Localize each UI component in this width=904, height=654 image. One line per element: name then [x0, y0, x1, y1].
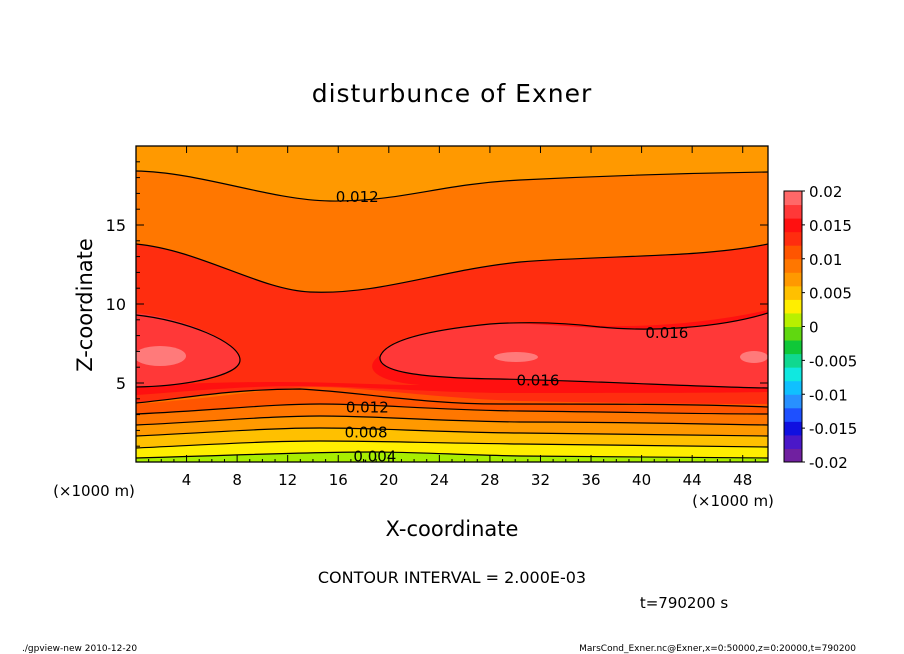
contour-line-010 [136, 415, 768, 426]
contour-line-006 [136, 440, 768, 449]
hotspot-left [136, 346, 186, 366]
colorbar-segment [784, 258, 802, 273]
x-tick-label: 16 [329, 471, 348, 489]
colorbar-segment [784, 272, 802, 287]
colorbar-tick-label: -0.015 [809, 420, 857, 438]
colorbar-tick-label: -0.005 [809, 352, 857, 370]
x-tick-label: 28 [480, 471, 499, 489]
x-tick-label: 32 [531, 471, 550, 489]
colorbar-segment [784, 204, 802, 219]
x-axis-ticks: 4 8 12 16 20 24 28 32 36 40 44 48 [148, 146, 756, 489]
plot-area: 0.012 0.016 0.016 0.012 0.008 0.004 [136, 146, 768, 465]
colorbar-segment [784, 448, 802, 463]
x-tick-label: 40 [632, 471, 651, 489]
x-axis-label: X-coordinate [386, 517, 519, 541]
x-tick-label: 44 [683, 471, 702, 489]
colorbar-segment [784, 367, 802, 382]
y-unit-label: (×1000 m) [53, 482, 135, 500]
footer-left: ./gpview-new 2010-12-20 [22, 644, 137, 654]
y-axis-ticks: 5 10 15 [106, 161, 768, 447]
colorbar-ticks: 0.02 0.015 0.01 0.005 0 -0.005 -0.01 -0.015 -0.0… [802, 183, 857, 472]
hotspot-center [494, 352, 538, 362]
y-tick-label: 15 [106, 216, 126, 235]
colorbar-tick-label: 0.02 [809, 183, 842, 201]
contour-line-016-right [379, 312, 768, 389]
colorbar-tick-label: 0 [809, 319, 819, 337]
colorbar-segment [784, 421, 802, 436]
colorbar-segment [784, 245, 802, 260]
contour-line-016-left [136, 314, 241, 388]
contour-label: 0.016 [645, 324, 688, 342]
contour-line-upper-014 [136, 243, 768, 293]
colorbar-tick-label: -0.01 [809, 386, 848, 404]
y-tick-label: 5 [116, 374, 126, 393]
colorbar-segment [784, 353, 802, 368]
x-unit-label: (×1000 m) [692, 492, 774, 510]
contour-label: 0.012 [336, 188, 379, 206]
colorbar-tick-label: 0.005 [809, 285, 852, 303]
x-tick-label: 20 [379, 471, 398, 489]
colorbar-tick-label: 0.01 [809, 251, 842, 269]
colorbar-segment [784, 394, 802, 409]
colorbar-segment [784, 326, 802, 341]
footer-right: MarsCond_Exner.nc@Exner,x=0:50000,z=0:20… [579, 644, 856, 654]
contour-interval: CONTOUR INTERVAL = 2.000E-03 [318, 568, 586, 587]
colorbar-segment [784, 407, 802, 422]
y-tick-label: 10 [106, 295, 126, 314]
chart-title: disturbunce of Exner [312, 79, 593, 108]
x-tick-label: 48 [733, 471, 752, 489]
contour-line-upper-012 [136, 170, 768, 202]
band-0.000 [136, 452, 768, 462]
hotspot-right [740, 351, 768, 363]
colorbar-tick-label: -0.02 [809, 454, 848, 472]
time-label: t=790200 s [640, 594, 728, 612]
colorbar-segment [784, 340, 802, 355]
contour-line-008 [136, 427, 768, 437]
x-tick-label: 8 [232, 471, 242, 489]
band-0.018-right [379, 313, 768, 388]
contour-line-lower-012 [136, 403, 768, 415]
contour-label: 0.016 [516, 371, 559, 389]
colorbar [784, 191, 802, 463]
colorbar-segment [784, 231, 802, 246]
contour-line-004 [136, 451, 768, 459]
contour-lines [136, 170, 768, 459]
x-tick-label: 4 [182, 471, 192, 489]
y-axis-label: Z-coordinate [73, 238, 97, 372]
colorbar-segment [784, 191, 802, 206]
colorbar-segment [784, 285, 802, 300]
colorbar-segment [784, 434, 802, 449]
colorbar-segment [784, 312, 802, 327]
band-0.018-left [136, 313, 240, 387]
colorbar-segment [784, 299, 802, 314]
colorbar-segment [784, 218, 802, 233]
contour-label: 0.012 [346, 398, 389, 416]
contour-label: 0.004 [353, 447, 396, 465]
x-tick-label: 36 [581, 471, 600, 489]
x-tick-label: 24 [430, 471, 449, 489]
contour-label: 0.008 [345, 424, 388, 442]
colorbar-segment [784, 380, 802, 395]
x-tick-label: 12 [278, 471, 297, 489]
contour-line-lower-014 [136, 388, 768, 408]
contour-labels: 0.012 0.016 0.016 0.012 0.008 0.004 [336, 188, 689, 465]
colorbar-tick-label: 0.015 [809, 217, 852, 235]
